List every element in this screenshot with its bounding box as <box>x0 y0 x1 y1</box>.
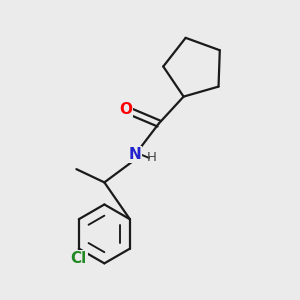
Text: N: N <box>129 147 142 162</box>
Text: H: H <box>147 151 157 164</box>
Text: O: O <box>119 102 132 117</box>
Text: Cl: Cl <box>71 250 87 266</box>
